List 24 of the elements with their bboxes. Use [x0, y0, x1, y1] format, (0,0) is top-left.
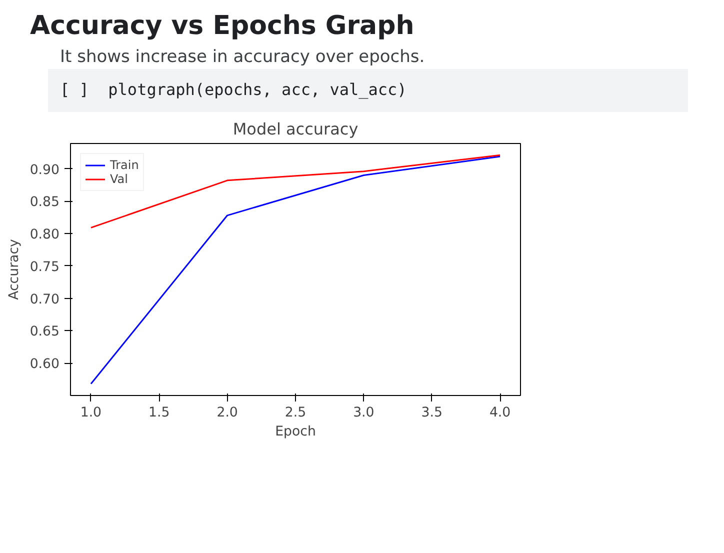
x-tick-label: 2.5: [284, 406, 306, 421]
x-tick-label: 2.0: [216, 406, 238, 421]
y-tick-label: 0.85: [30, 195, 60, 210]
y-tick-label: 0.75: [30, 260, 60, 276]
y-tick-label: 0.80: [30, 228, 60, 243]
y-tick-label: 0.90: [30, 163, 60, 178]
legend-label: Train: [110, 158, 139, 172]
line-series: [90, 156, 501, 385]
x-tick-label: 1.5: [148, 406, 170, 421]
text: It shows increase in accuracy over epochs.: [60, 46, 425, 70]
y-axis-title: Accuracy: [6, 239, 22, 300]
y-tick-label: 0.65: [30, 324, 60, 340]
x-tick-label: 1.0: [80, 406, 102, 421]
x-tick-label: 3.5: [421, 406, 442, 421]
line-series: [90, 154, 501, 229]
legend-label: Val: [110, 172, 129, 186]
chart-title: Model accuracy: [232, 120, 358, 139]
y-tick-label: 0.60: [30, 357, 60, 372]
x-tick-label: 3.0: [353, 406, 374, 421]
x-tick-label: 4.0: [489, 406, 511, 421]
text: Accuracy vs Epochs Graph: [30, 10, 414, 43]
x-axis-title: Epoch: [275, 424, 316, 440]
text: [ ] plotgraph(epochs, acc, val_acc): [60, 79, 407, 102]
y-tick-label: 0.70: [30, 292, 60, 308]
